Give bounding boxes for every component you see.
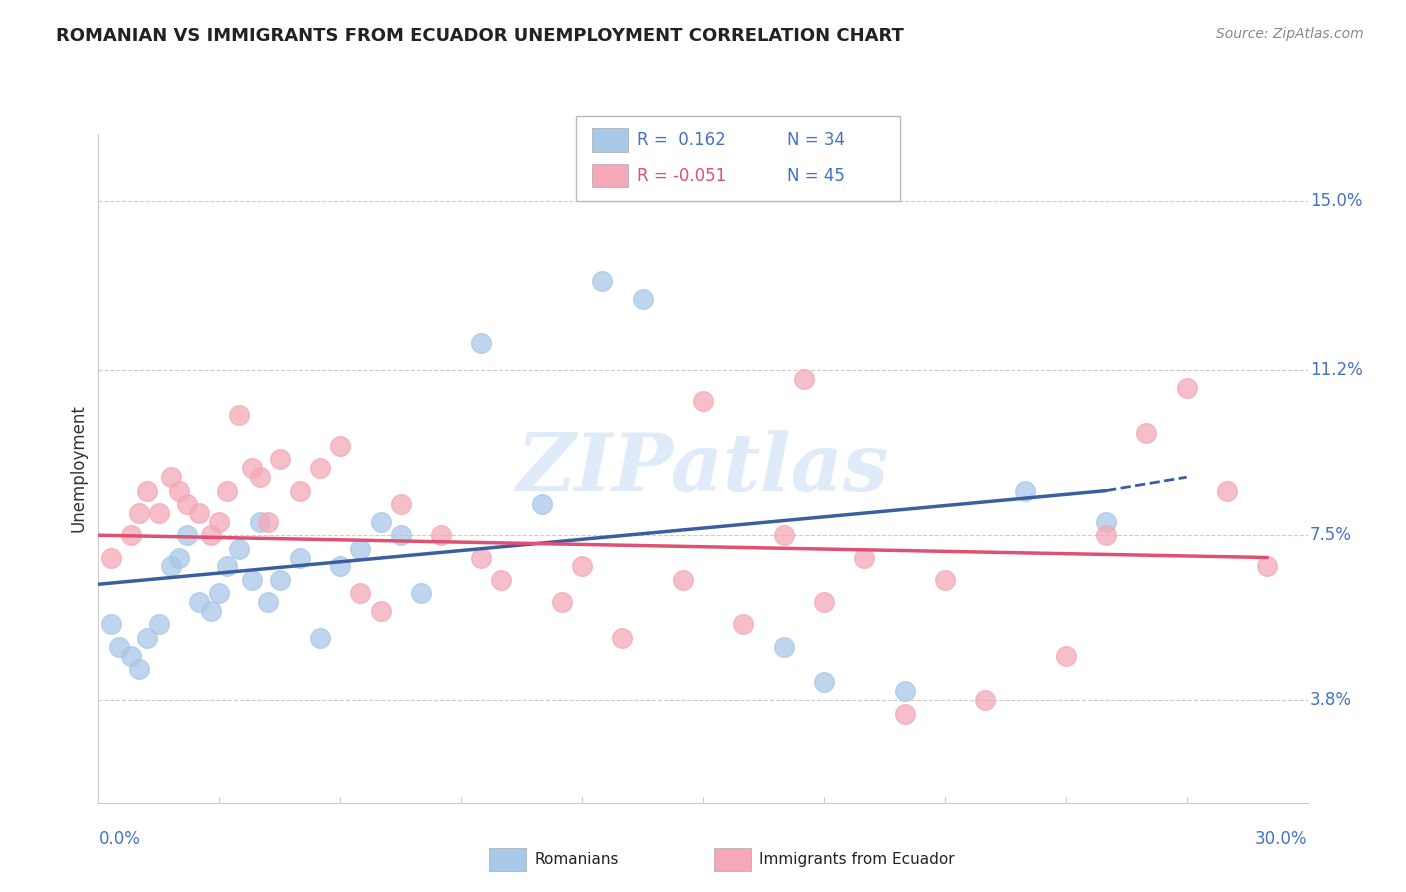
- Text: 11.2%: 11.2%: [1310, 361, 1362, 379]
- Point: [217, 559, 239, 574]
- Point: [934, 573, 956, 587]
- Point: [176, 497, 198, 511]
- Point: [208, 586, 231, 600]
- Point: [120, 648, 142, 663]
- Y-axis label: Unemployment: Unemployment: [69, 404, 87, 533]
- Point: [160, 559, 183, 574]
- Point: [470, 336, 492, 351]
- Text: 7.5%: 7.5%: [1310, 526, 1353, 544]
- Point: [256, 595, 278, 609]
- Point: [813, 675, 835, 690]
- Point: [188, 506, 211, 520]
- Point: [228, 408, 250, 422]
- Point: [1054, 648, 1077, 663]
- Point: [1095, 528, 1118, 542]
- Text: N = 45: N = 45: [787, 167, 845, 185]
- Point: [571, 559, 593, 574]
- Point: [148, 506, 170, 520]
- Point: [389, 497, 412, 511]
- Text: 30.0%: 30.0%: [1256, 830, 1308, 847]
- Point: [370, 515, 392, 529]
- Point: [349, 586, 371, 600]
- Point: [228, 541, 250, 556]
- Point: [1014, 483, 1036, 498]
- Point: [240, 573, 263, 587]
- Point: [793, 372, 815, 386]
- Point: [1256, 559, 1278, 574]
- Text: 3.8%: 3.8%: [1310, 691, 1353, 709]
- Point: [1135, 425, 1157, 440]
- Point: [974, 693, 997, 707]
- Point: [733, 617, 755, 632]
- Point: [389, 528, 412, 542]
- Point: [491, 573, 513, 587]
- Point: [893, 706, 915, 721]
- Point: [370, 604, 392, 618]
- Text: Immigrants from Ecuador: Immigrants from Ecuador: [759, 853, 955, 867]
- Point: [128, 662, 150, 676]
- Point: [208, 515, 231, 529]
- Point: [692, 394, 714, 409]
- Point: [100, 550, 122, 565]
- Point: [288, 483, 311, 498]
- Text: ZIPatlas: ZIPatlas: [517, 430, 889, 507]
- Text: 0.0%: 0.0%: [98, 830, 141, 847]
- Point: [167, 483, 190, 498]
- Point: [409, 586, 432, 600]
- Point: [107, 640, 129, 654]
- Point: [256, 515, 278, 529]
- Point: [288, 550, 311, 565]
- Point: [309, 631, 332, 645]
- Point: [612, 631, 634, 645]
- Point: [176, 528, 198, 542]
- Point: [530, 497, 553, 511]
- Point: [309, 461, 332, 475]
- Point: [269, 452, 291, 467]
- Point: [135, 631, 157, 645]
- Text: 15.0%: 15.0%: [1310, 192, 1362, 210]
- Point: [200, 528, 222, 542]
- Point: [772, 528, 794, 542]
- Point: [349, 541, 371, 556]
- Point: [1175, 381, 1198, 395]
- Point: [249, 515, 271, 529]
- Point: [591, 274, 613, 288]
- Point: [120, 528, 142, 542]
- Point: [631, 292, 654, 306]
- Point: [217, 483, 239, 498]
- Point: [200, 604, 222, 618]
- Text: N = 34: N = 34: [787, 131, 845, 149]
- Point: [329, 439, 352, 453]
- Point: [128, 506, 150, 520]
- Point: [135, 483, 157, 498]
- Point: [772, 640, 794, 654]
- Point: [551, 595, 574, 609]
- Text: ROMANIAN VS IMMIGRANTS FROM ECUADOR UNEMPLOYMENT CORRELATION CHART: ROMANIAN VS IMMIGRANTS FROM ECUADOR UNEM…: [56, 27, 904, 45]
- Text: R = -0.051: R = -0.051: [637, 167, 725, 185]
- Point: [893, 684, 915, 698]
- Point: [470, 550, 492, 565]
- Text: R =  0.162: R = 0.162: [637, 131, 725, 149]
- Point: [167, 550, 190, 565]
- Text: Romanians: Romanians: [534, 853, 619, 867]
- Point: [813, 595, 835, 609]
- Point: [148, 617, 170, 632]
- Point: [430, 528, 453, 542]
- Point: [249, 470, 271, 484]
- Point: [1216, 483, 1239, 498]
- Text: Source: ZipAtlas.com: Source: ZipAtlas.com: [1216, 27, 1364, 41]
- Point: [160, 470, 183, 484]
- Point: [672, 573, 695, 587]
- Point: [269, 573, 291, 587]
- Point: [1095, 515, 1118, 529]
- Point: [100, 617, 122, 632]
- Point: [240, 461, 263, 475]
- Point: [853, 550, 876, 565]
- Point: [329, 559, 352, 574]
- Point: [188, 595, 211, 609]
